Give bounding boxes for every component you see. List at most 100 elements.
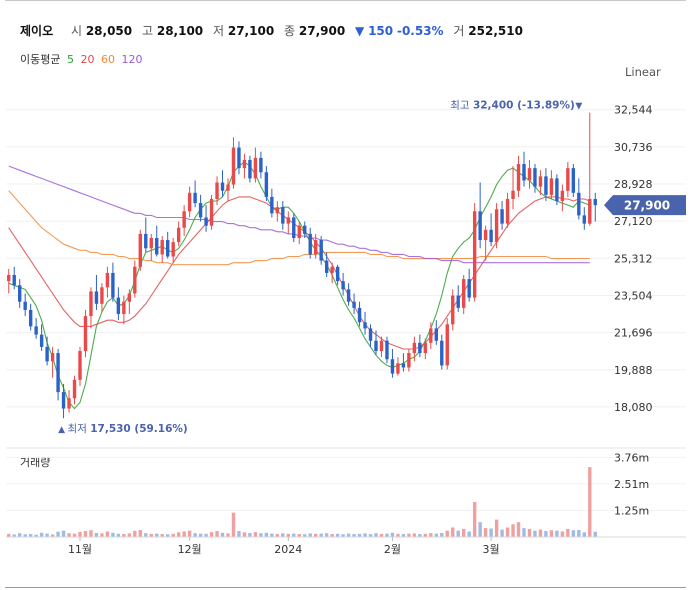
volume-bar bbox=[440, 532, 444, 537]
volume-bar bbox=[401, 534, 406, 537]
volume-bar bbox=[346, 533, 351, 537]
candle-body bbox=[78, 351, 82, 380]
candle-body bbox=[133, 266, 137, 294]
volume-bar bbox=[363, 533, 367, 537]
candle-body bbox=[423, 342, 428, 354]
volume-bar bbox=[259, 533, 263, 537]
change-percent: -0.53% bbox=[396, 24, 444, 38]
volume-bar bbox=[138, 530, 142, 537]
candle-body bbox=[198, 203, 203, 218]
volume-tick-label: 3.76m bbox=[614, 451, 649, 464]
x-tick-label: 2월 bbox=[384, 543, 401, 556]
low-label: 저 bbox=[212, 24, 225, 38]
close-label: 종 bbox=[284, 24, 296, 38]
volume-bar bbox=[335, 533, 340, 537]
candle-body bbox=[204, 217, 208, 226]
candle-body bbox=[429, 328, 433, 343]
candle-body bbox=[385, 340, 389, 360]
volume-bar bbox=[390, 532, 395, 537]
volume-bar bbox=[566, 528, 570, 537]
candle-body bbox=[18, 285, 22, 302]
volume-bar bbox=[472, 502, 477, 537]
volume-bar bbox=[549, 530, 554, 537]
volume-bar bbox=[149, 533, 153, 537]
candle-body bbox=[522, 164, 526, 181]
volume-bar bbox=[505, 527, 510, 537]
volume-bar bbox=[100, 533, 104, 537]
candle-body bbox=[346, 289, 351, 302]
candle-body bbox=[555, 178, 559, 202]
volume-pane-label: 거래량 bbox=[20, 456, 50, 469]
volume-bar bbox=[418, 534, 422, 537]
candle-body bbox=[231, 147, 236, 185]
volume-bar bbox=[533, 530, 537, 537]
volume-bar bbox=[166, 534, 170, 537]
candle-body bbox=[242, 159, 247, 169]
candle-body bbox=[149, 238, 153, 249]
volume-bar bbox=[122, 534, 126, 537]
y-tick-label: 19,888 bbox=[614, 364, 653, 377]
candle-body bbox=[494, 209, 499, 243]
volume-bar bbox=[253, 532, 258, 537]
volume-bar bbox=[330, 534, 334, 537]
volume-bar bbox=[155, 533, 159, 537]
x-tick-label: 3월 bbox=[483, 543, 500, 556]
y-tick-label: 28,928 bbox=[614, 178, 653, 191]
candle-body bbox=[193, 192, 197, 204]
candle-body bbox=[324, 260, 329, 273]
candle-body bbox=[467, 279, 471, 298]
volume-bar bbox=[582, 532, 586, 537]
volume-bar bbox=[407, 533, 411, 537]
candle-body bbox=[549, 178, 554, 195]
volume-bar bbox=[588, 467, 592, 537]
candle-body bbox=[83, 316, 88, 352]
volume-bar bbox=[231, 512, 236, 537]
volume-bar bbox=[45, 533, 49, 537]
volume-bar bbox=[308, 533, 312, 537]
volume-bar bbox=[412, 533, 417, 537]
y-tick-label: 27,120 bbox=[614, 215, 653, 228]
volume-bar bbox=[193, 533, 197, 537]
candle-body bbox=[116, 297, 121, 315]
y-tick-label: 23,504 bbox=[614, 289, 653, 302]
moving-average-label: 이동평균 bbox=[20, 53, 61, 66]
volume-bar bbox=[462, 528, 466, 537]
volume-bar bbox=[28, 534, 33, 537]
volume-bar bbox=[61, 530, 66, 537]
volume-bar bbox=[489, 528, 493, 537]
volume-bar bbox=[34, 534, 38, 537]
high-annotation-arrow-icon: ▼ bbox=[575, 102, 582, 112]
stock-name: 제이오 bbox=[20, 24, 54, 38]
candle-body bbox=[544, 176, 548, 195]
volume-bar bbox=[292, 533, 296, 537]
volume-bar bbox=[352, 534, 356, 537]
candle-body bbox=[407, 353, 411, 368]
candle-body bbox=[182, 211, 186, 228]
volume-bar bbox=[577, 530, 581, 537]
candle-body bbox=[166, 240, 170, 257]
moving-average-legend[interactable]: 이동평균 5 20 60 120 bbox=[20, 51, 145, 67]
candle-body bbox=[582, 215, 586, 224]
volume-bar bbox=[160, 534, 164, 537]
high-price: 28,100 bbox=[156, 24, 204, 38]
volume-bar bbox=[56, 531, 60, 537]
volume-bar bbox=[467, 531, 471, 537]
candle-body bbox=[155, 238, 159, 255]
candle-body bbox=[7, 274, 11, 282]
scale-toggle-button[interactable]: Linear bbox=[625, 65, 661, 79]
volume-bar bbox=[303, 534, 307, 537]
candle-body bbox=[588, 198, 592, 224]
volume-bar bbox=[144, 533, 148, 537]
candle-body bbox=[571, 168, 576, 193]
top-border bbox=[5, 0, 686, 1]
volume-bar bbox=[171, 533, 175, 537]
volume-bar bbox=[456, 530, 460, 537]
candle-body bbox=[330, 266, 334, 273]
y-tick-label: 18,080 bbox=[614, 401, 653, 414]
candle-body bbox=[45, 346, 49, 362]
volume-bar bbox=[379, 533, 384, 537]
y-tick-label: 25,312 bbox=[614, 252, 653, 265]
volume-bar bbox=[522, 528, 526, 537]
candle-body bbox=[445, 324, 449, 366]
